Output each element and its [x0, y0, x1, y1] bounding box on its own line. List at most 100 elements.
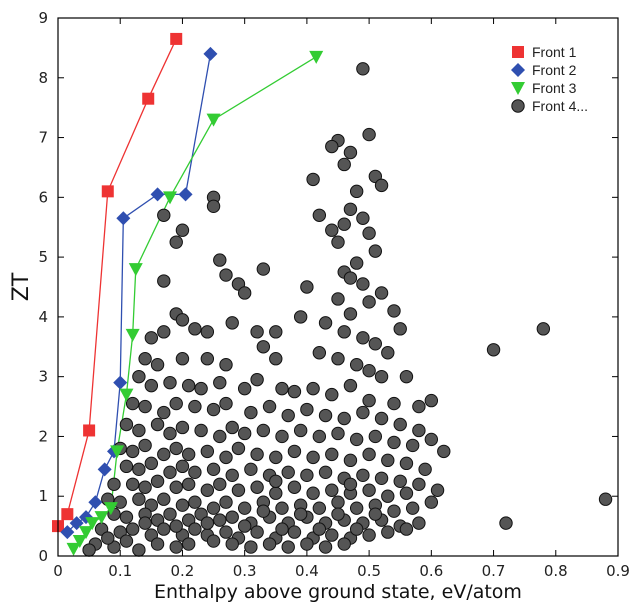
point-front-4	[138, 399, 152, 414]
point-front-4	[150, 417, 165, 432]
point-front-4	[188, 495, 202, 509]
point-front-4	[206, 534, 221, 548]
point-front-4	[374, 286, 389, 300]
point-front-4	[337, 157, 351, 172]
x-tick-label: 0.2	[171, 562, 195, 580]
point-front-4	[269, 486, 283, 500]
point-front-4	[244, 540, 258, 554]
point-front-1	[101, 185, 114, 198]
point-front-4	[175, 352, 190, 366]
point-front-3	[206, 113, 221, 127]
point-front-4	[318, 316, 333, 330]
point-front-4	[405, 501, 420, 515]
point-front-4	[424, 432, 439, 447]
point-front-4	[225, 510, 239, 524]
point-front-2	[150, 187, 165, 202]
point-front-4	[132, 423, 146, 438]
point-front-4	[237, 519, 252, 533]
point-front-4	[349, 184, 364, 199]
y-axis-label: ZT	[9, 272, 34, 301]
point-front-4	[157, 208, 171, 222]
point-front-4	[356, 211, 370, 225]
point-front-4	[337, 411, 351, 426]
point-front-4	[150, 474, 165, 488]
y-axis-ticks: 0 1 2 3 4 5 6 7 8 9	[38, 9, 618, 565]
point-front-4	[318, 540, 333, 554]
point-front-4	[598, 492, 613, 506]
point-front-4	[412, 423, 426, 438]
point-front-4	[331, 352, 345, 366]
point-front-4	[362, 363, 376, 378]
point-front-3	[110, 445, 125, 459]
point-front-4	[269, 474, 283, 488]
point-front-4	[312, 208, 327, 222]
point-front-3	[94, 511, 109, 525]
point-front-4	[225, 468, 239, 482]
point-front-4	[424, 495, 439, 509]
point-front-4	[262, 537, 277, 551]
series-front-3	[66, 50, 324, 556]
point-front-4	[368, 244, 383, 258]
point-front-4	[356, 277, 370, 291]
point-front-4	[362, 295, 376, 309]
point-front-4	[337, 325, 351, 339]
legend-label: Front 1	[532, 44, 577, 60]
point-front-4	[300, 280, 314, 294]
point-front-1	[142, 92, 155, 105]
point-front-4	[200, 352, 215, 366]
point-front-4	[399, 369, 414, 384]
point-front-4	[132, 369, 146, 384]
point-front-4	[200, 483, 215, 497]
series-front-4	[82, 62, 613, 557]
point-front-4	[343, 307, 358, 321]
point-front-4	[499, 516, 513, 530]
point-front-4	[237, 501, 252, 515]
x-tick-label: 0.4	[295, 562, 319, 580]
point-front-4	[337, 537, 351, 551]
point-front-1	[83, 424, 96, 437]
point-front-2	[178, 187, 193, 202]
y-tick-label: 7	[38, 129, 48, 147]
point-front-1	[170, 32, 183, 45]
point-front-4	[125, 522, 140, 536]
point-front-4	[412, 477, 426, 491]
point-front-4	[219, 495, 233, 509]
series-front-1	[52, 32, 183, 533]
point-front-4	[188, 465, 202, 480]
point-front-4	[269, 352, 283, 366]
point-front-4	[181, 447, 196, 462]
point-front-4	[381, 346, 395, 360]
point-front-4	[119, 510, 134, 524]
point-front-4	[244, 405, 258, 420]
point-front-4	[157, 274, 171, 288]
point-front-4	[219, 396, 233, 411]
point-front-4	[119, 417, 134, 432]
point-front-4	[374, 178, 389, 193]
point-front-4	[194, 423, 208, 438]
point-front-4	[306, 486, 320, 500]
point-front-4	[225, 316, 239, 330]
point-front-4	[269, 450, 283, 465]
point-front-4	[399, 522, 414, 536]
point-front-4	[144, 331, 159, 345]
point-front-4	[275, 429, 289, 444]
point-front-4	[157, 405, 171, 420]
point-front-4	[256, 262, 271, 276]
point-front-4	[325, 139, 339, 154]
points-layer	[52, 32, 613, 557]
point-front-4	[306, 381, 320, 396]
point-front-4	[237, 426, 252, 441]
point-front-4	[393, 417, 407, 432]
point-front-4	[287, 444, 302, 459]
point-front-4	[275, 522, 289, 536]
point-front-4	[281, 540, 295, 554]
point-front-4	[293, 423, 308, 438]
point-front-4	[293, 507, 308, 521]
point-front-4	[262, 399, 277, 414]
point-front-4	[213, 429, 227, 444]
legend-marker	[511, 63, 525, 77]
point-front-4	[343, 202, 358, 216]
point-front-4	[399, 456, 414, 471]
y-tick-label: 6	[38, 188, 48, 206]
point-front-4	[349, 432, 364, 447]
